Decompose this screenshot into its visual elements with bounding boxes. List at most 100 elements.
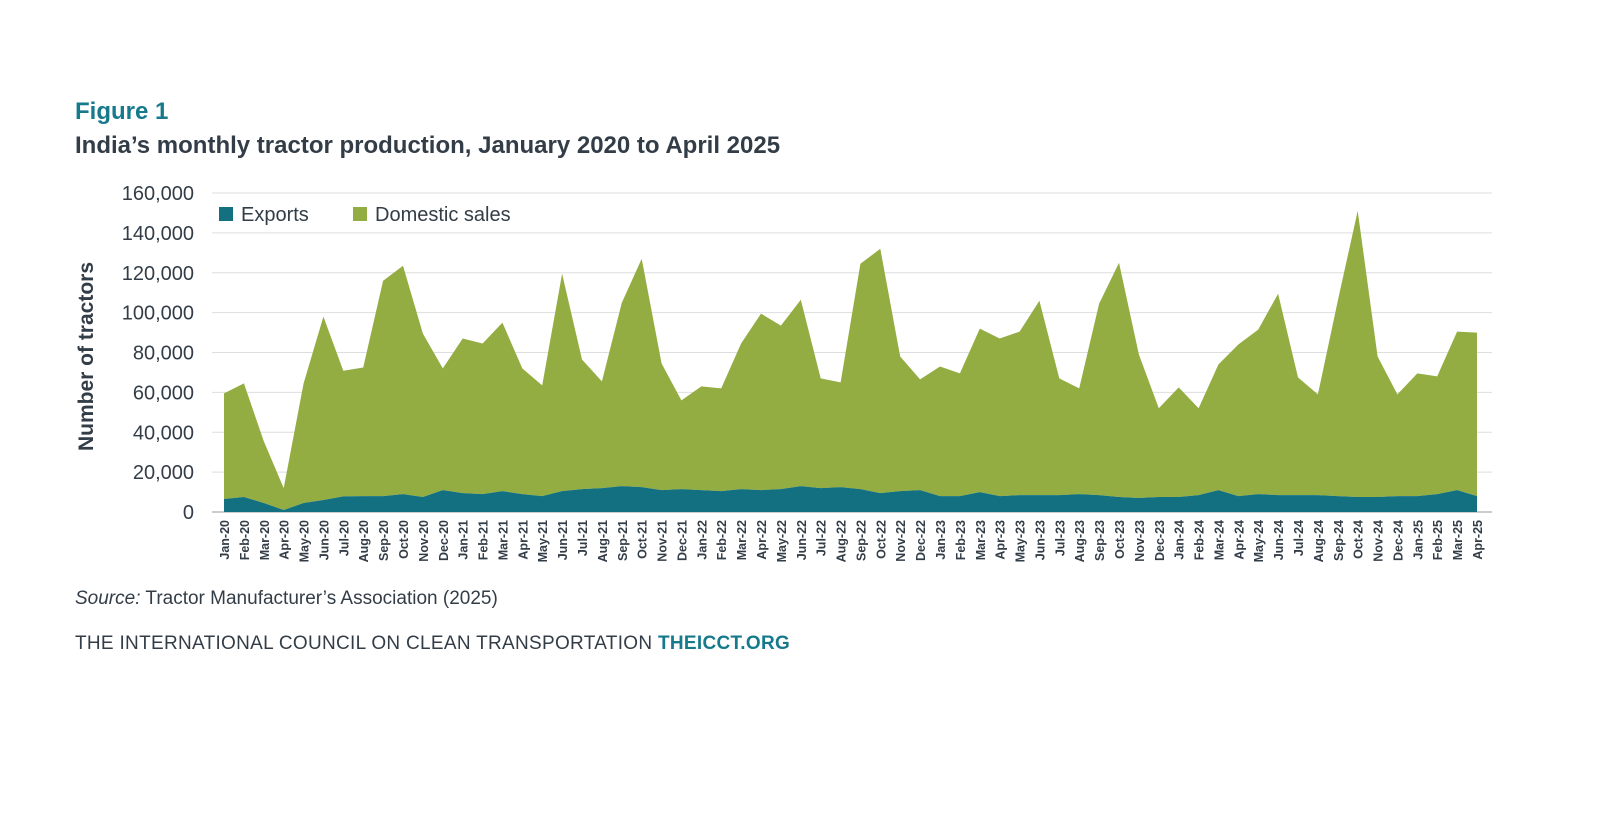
domestic-sales-point bbox=[242, 381, 246, 385]
exports-point bbox=[1157, 495, 1161, 499]
domestic-sales-point bbox=[1455, 330, 1459, 334]
x-tick-label: Sep-23 bbox=[1093, 520, 1107, 561]
exports-point bbox=[520, 492, 524, 496]
exports-area bbox=[224, 486, 1477, 512]
domestic-sales-point bbox=[978, 327, 982, 331]
exports-point bbox=[978, 490, 982, 494]
x-tick-label: Feb-21 bbox=[477, 520, 491, 560]
domestic-sales-point bbox=[421, 332, 425, 336]
domestic-sales-point bbox=[1057, 376, 1061, 380]
exports-point bbox=[739, 487, 743, 491]
exports-point bbox=[1296, 493, 1300, 497]
exports-point bbox=[242, 495, 246, 499]
exports-point bbox=[401, 492, 405, 496]
exports-point bbox=[1097, 493, 1101, 497]
exports-point bbox=[799, 484, 803, 488]
exports-point bbox=[481, 492, 485, 496]
x-tick-label: Oct-20 bbox=[397, 520, 411, 559]
exports-point bbox=[341, 494, 345, 498]
exports-point bbox=[1018, 493, 1022, 497]
source-prefix: Source: bbox=[75, 588, 141, 609]
x-tick-label: Jul-22 bbox=[815, 520, 829, 556]
exports-point bbox=[1435, 492, 1439, 496]
exports-point bbox=[540, 494, 544, 498]
x-tick-label: Sep-22 bbox=[854, 520, 868, 561]
domestic-sales-point bbox=[520, 366, 524, 370]
exports-point bbox=[1256, 492, 1260, 496]
domestic-sales-point bbox=[1117, 261, 1121, 265]
domestic-sales-point bbox=[1276, 292, 1280, 296]
exports-point bbox=[361, 494, 365, 498]
domestic-sales-point bbox=[839, 380, 843, 384]
x-tick-label: Oct-22 bbox=[874, 520, 888, 559]
domestic-sales-point bbox=[998, 337, 1002, 341]
exports-point bbox=[1037, 493, 1041, 497]
exports-point bbox=[958, 494, 962, 498]
x-tick-label: May-24 bbox=[1252, 520, 1266, 562]
exports-point bbox=[819, 486, 823, 490]
y-axis-title: Number of tractors bbox=[75, 262, 98, 451]
domestic-sales-point bbox=[699, 384, 703, 388]
x-tick-label: Aug-22 bbox=[835, 520, 849, 562]
domestic-sales-point bbox=[341, 369, 345, 373]
exports-point bbox=[998, 494, 1002, 498]
exports-point bbox=[719, 489, 723, 493]
x-tick-label: Nov-24 bbox=[1372, 520, 1386, 562]
x-tick-label: Jan-22 bbox=[695, 520, 709, 560]
domestic-sales-point bbox=[302, 381, 306, 385]
domestic-sales-point bbox=[1316, 392, 1320, 396]
domestic-sales-point bbox=[1137, 353, 1141, 357]
domestic-sales-point bbox=[858, 262, 862, 266]
domestic-sales-point bbox=[1376, 355, 1380, 359]
x-tick-label: Feb-22 bbox=[715, 520, 729, 560]
x-tick-label: Mar-23 bbox=[974, 520, 988, 560]
y-tick-label: 100,000 bbox=[122, 303, 194, 325]
x-tick-label: Jun-20 bbox=[317, 520, 331, 560]
exports-point bbox=[938, 494, 942, 498]
exports-point bbox=[779, 487, 783, 491]
domestic-sales-point bbox=[1415, 371, 1419, 375]
legend-swatch-exports bbox=[219, 207, 233, 221]
exports-point bbox=[1455, 488, 1459, 492]
domestic-sales-point bbox=[401, 264, 405, 268]
x-tick-label: Jul-24 bbox=[1292, 520, 1306, 556]
y-tick-label: 80,000 bbox=[133, 343, 194, 365]
x-tick-label: Mar-20 bbox=[258, 520, 272, 560]
exports-point bbox=[640, 485, 644, 489]
domestic-sales-point bbox=[461, 337, 465, 341]
exports-point bbox=[1336, 494, 1340, 498]
domestic-sales-point bbox=[1157, 406, 1161, 410]
domestic-sales-point bbox=[361, 366, 365, 370]
domestic-sales-point bbox=[779, 324, 783, 328]
domestic-sales-point bbox=[381, 279, 385, 283]
domestic-sales-point bbox=[1216, 363, 1220, 367]
exports-point bbox=[560, 489, 564, 493]
figure-label: Figure 1 bbox=[75, 98, 169, 125]
exports-point bbox=[441, 488, 445, 492]
domestic-sales-point bbox=[1435, 374, 1439, 378]
y-tick-label: 140,000 bbox=[122, 223, 194, 245]
x-tick-label: May-23 bbox=[1014, 520, 1028, 562]
x-tick-label: Apr-24 bbox=[1232, 520, 1246, 560]
domestic-sales-point bbox=[1296, 375, 1300, 379]
source-text: Tractor Manufacturer’s Association (2025… bbox=[140, 588, 498, 609]
exports-point bbox=[858, 487, 862, 491]
domestic-sales-point bbox=[660, 362, 664, 366]
figure-title: India’s monthly tractor production, Janu… bbox=[75, 132, 781, 159]
x-tick-label: Dec-24 bbox=[1391, 520, 1405, 561]
exports-point bbox=[282, 508, 286, 512]
domestic-sales-point bbox=[620, 301, 624, 305]
domestic-sales-point bbox=[500, 321, 504, 325]
exports-point bbox=[1376, 495, 1380, 499]
x-tick-label: Jul-23 bbox=[1053, 520, 1067, 556]
domestic-sales-point bbox=[898, 355, 902, 359]
x-tick-label: Apr-22 bbox=[755, 520, 769, 560]
domestic-sales-point bbox=[1018, 330, 1022, 334]
x-tick-label: Aug-24 bbox=[1312, 520, 1326, 562]
domestic-sales-point bbox=[560, 272, 564, 276]
footer-site-link[interactable]: THEICCT.ORG bbox=[657, 633, 791, 654]
footer: THE INTERNATIONAL COUNCIL ON CLEAN TRANS… bbox=[75, 633, 790, 655]
exports-point bbox=[679, 487, 683, 491]
exports-point bbox=[1316, 493, 1320, 497]
x-tick-label: Jan-25 bbox=[1411, 520, 1425, 560]
